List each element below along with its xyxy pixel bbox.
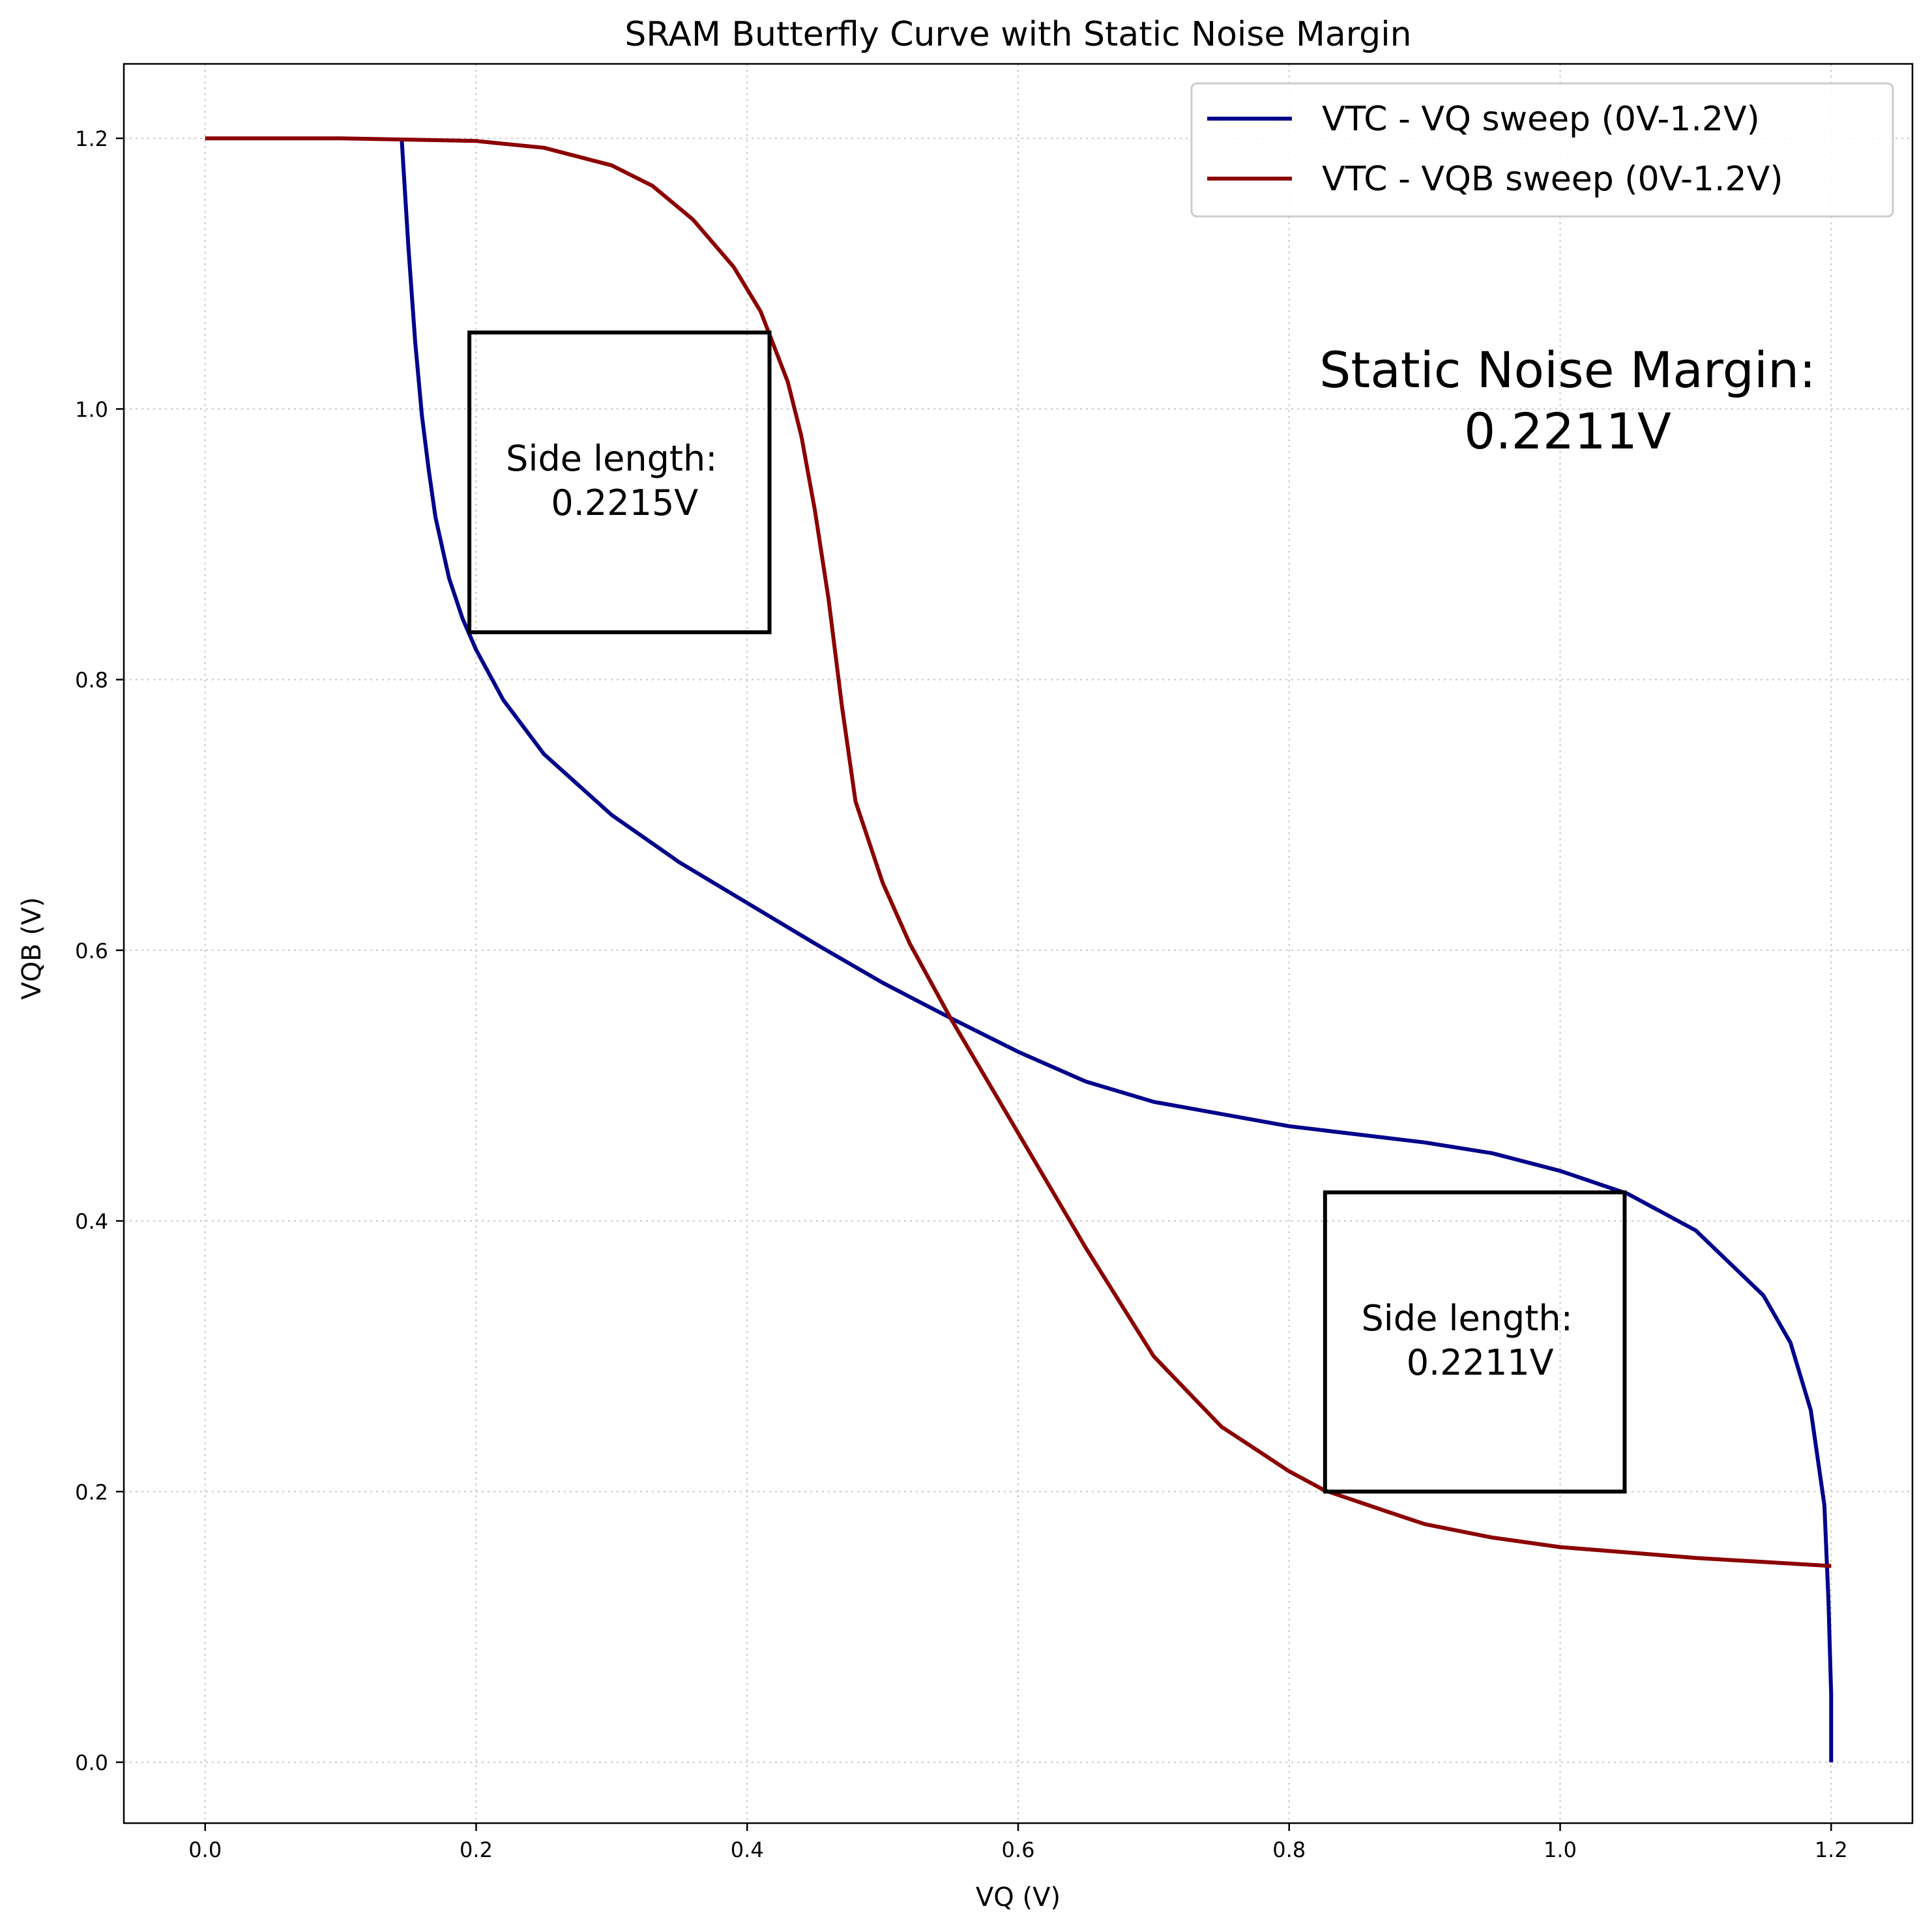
x-tick-label-4: 0.8 xyxy=(1272,1837,1306,1862)
x-tick-label-5: 1.0 xyxy=(1544,1837,1577,1862)
x-axis-label: VQ (V) xyxy=(976,1882,1061,1912)
noise-margin-square-0 xyxy=(467,330,772,634)
x-tick-label-0: 0.0 xyxy=(188,1837,222,1862)
plot-frame xyxy=(123,63,1914,1824)
y-tick-label-2: 0.4 xyxy=(75,1209,108,1234)
x-tick-label-6: 1.2 xyxy=(1815,1837,1848,1862)
square-label-line1-0: Side length: xyxy=(506,438,717,479)
axes: 0.0 0.2 0.4 0.6 0.8 1.0 1.2 0.0 0.2 0.4 0.6 0.8 1.0 1… xyxy=(75,63,1914,1862)
series-line-1 xyxy=(205,136,1832,1568)
legend-label-0: VTC - VQ sweep (0V-1.2V) xyxy=(1322,100,1760,139)
x-tick-label-1: 0.2 xyxy=(460,1837,493,1862)
y-tick-label-3: 0.6 xyxy=(75,939,108,963)
y-tick-label-0: 0.0 xyxy=(75,1751,108,1776)
snm-annotation-value: 0.2211V xyxy=(1464,402,1671,460)
y-axis-label: VQB (V) xyxy=(17,897,47,1000)
noise-margin-square-1 xyxy=(1323,1190,1627,1494)
x-tick-label-3: 0.6 xyxy=(1002,1837,1035,1862)
square-label-value-0: 0.2215V xyxy=(551,482,698,523)
grid xyxy=(124,64,1912,1823)
square-label-value-1: 0.2211V xyxy=(1407,1342,1554,1383)
y-tick-label-6: 1.2 xyxy=(75,126,108,151)
legend-box xyxy=(1190,82,1894,218)
series-lines xyxy=(205,136,1834,1763)
y-tick-label-5: 1.0 xyxy=(75,397,108,422)
legend: VTC - VQ sweep (0V-1.2V) VTC - VQB sweep … xyxy=(1190,82,1894,218)
y-tick-label-4: 0.8 xyxy=(75,668,108,693)
y-tick-label-1: 0.2 xyxy=(75,1480,108,1504)
chart-title: SRAM Butterfly Curve with Static Noise M… xyxy=(624,15,1411,54)
legend-label-1: VTC - VQB sweep (0V-1.2V) xyxy=(1322,160,1783,199)
snm-annotation-line1: Static Noise Margin: xyxy=(1319,341,1816,399)
x-tick-label-2: 0.4 xyxy=(731,1837,764,1862)
square-label-line1-1: Side length: xyxy=(1362,1298,1573,1339)
